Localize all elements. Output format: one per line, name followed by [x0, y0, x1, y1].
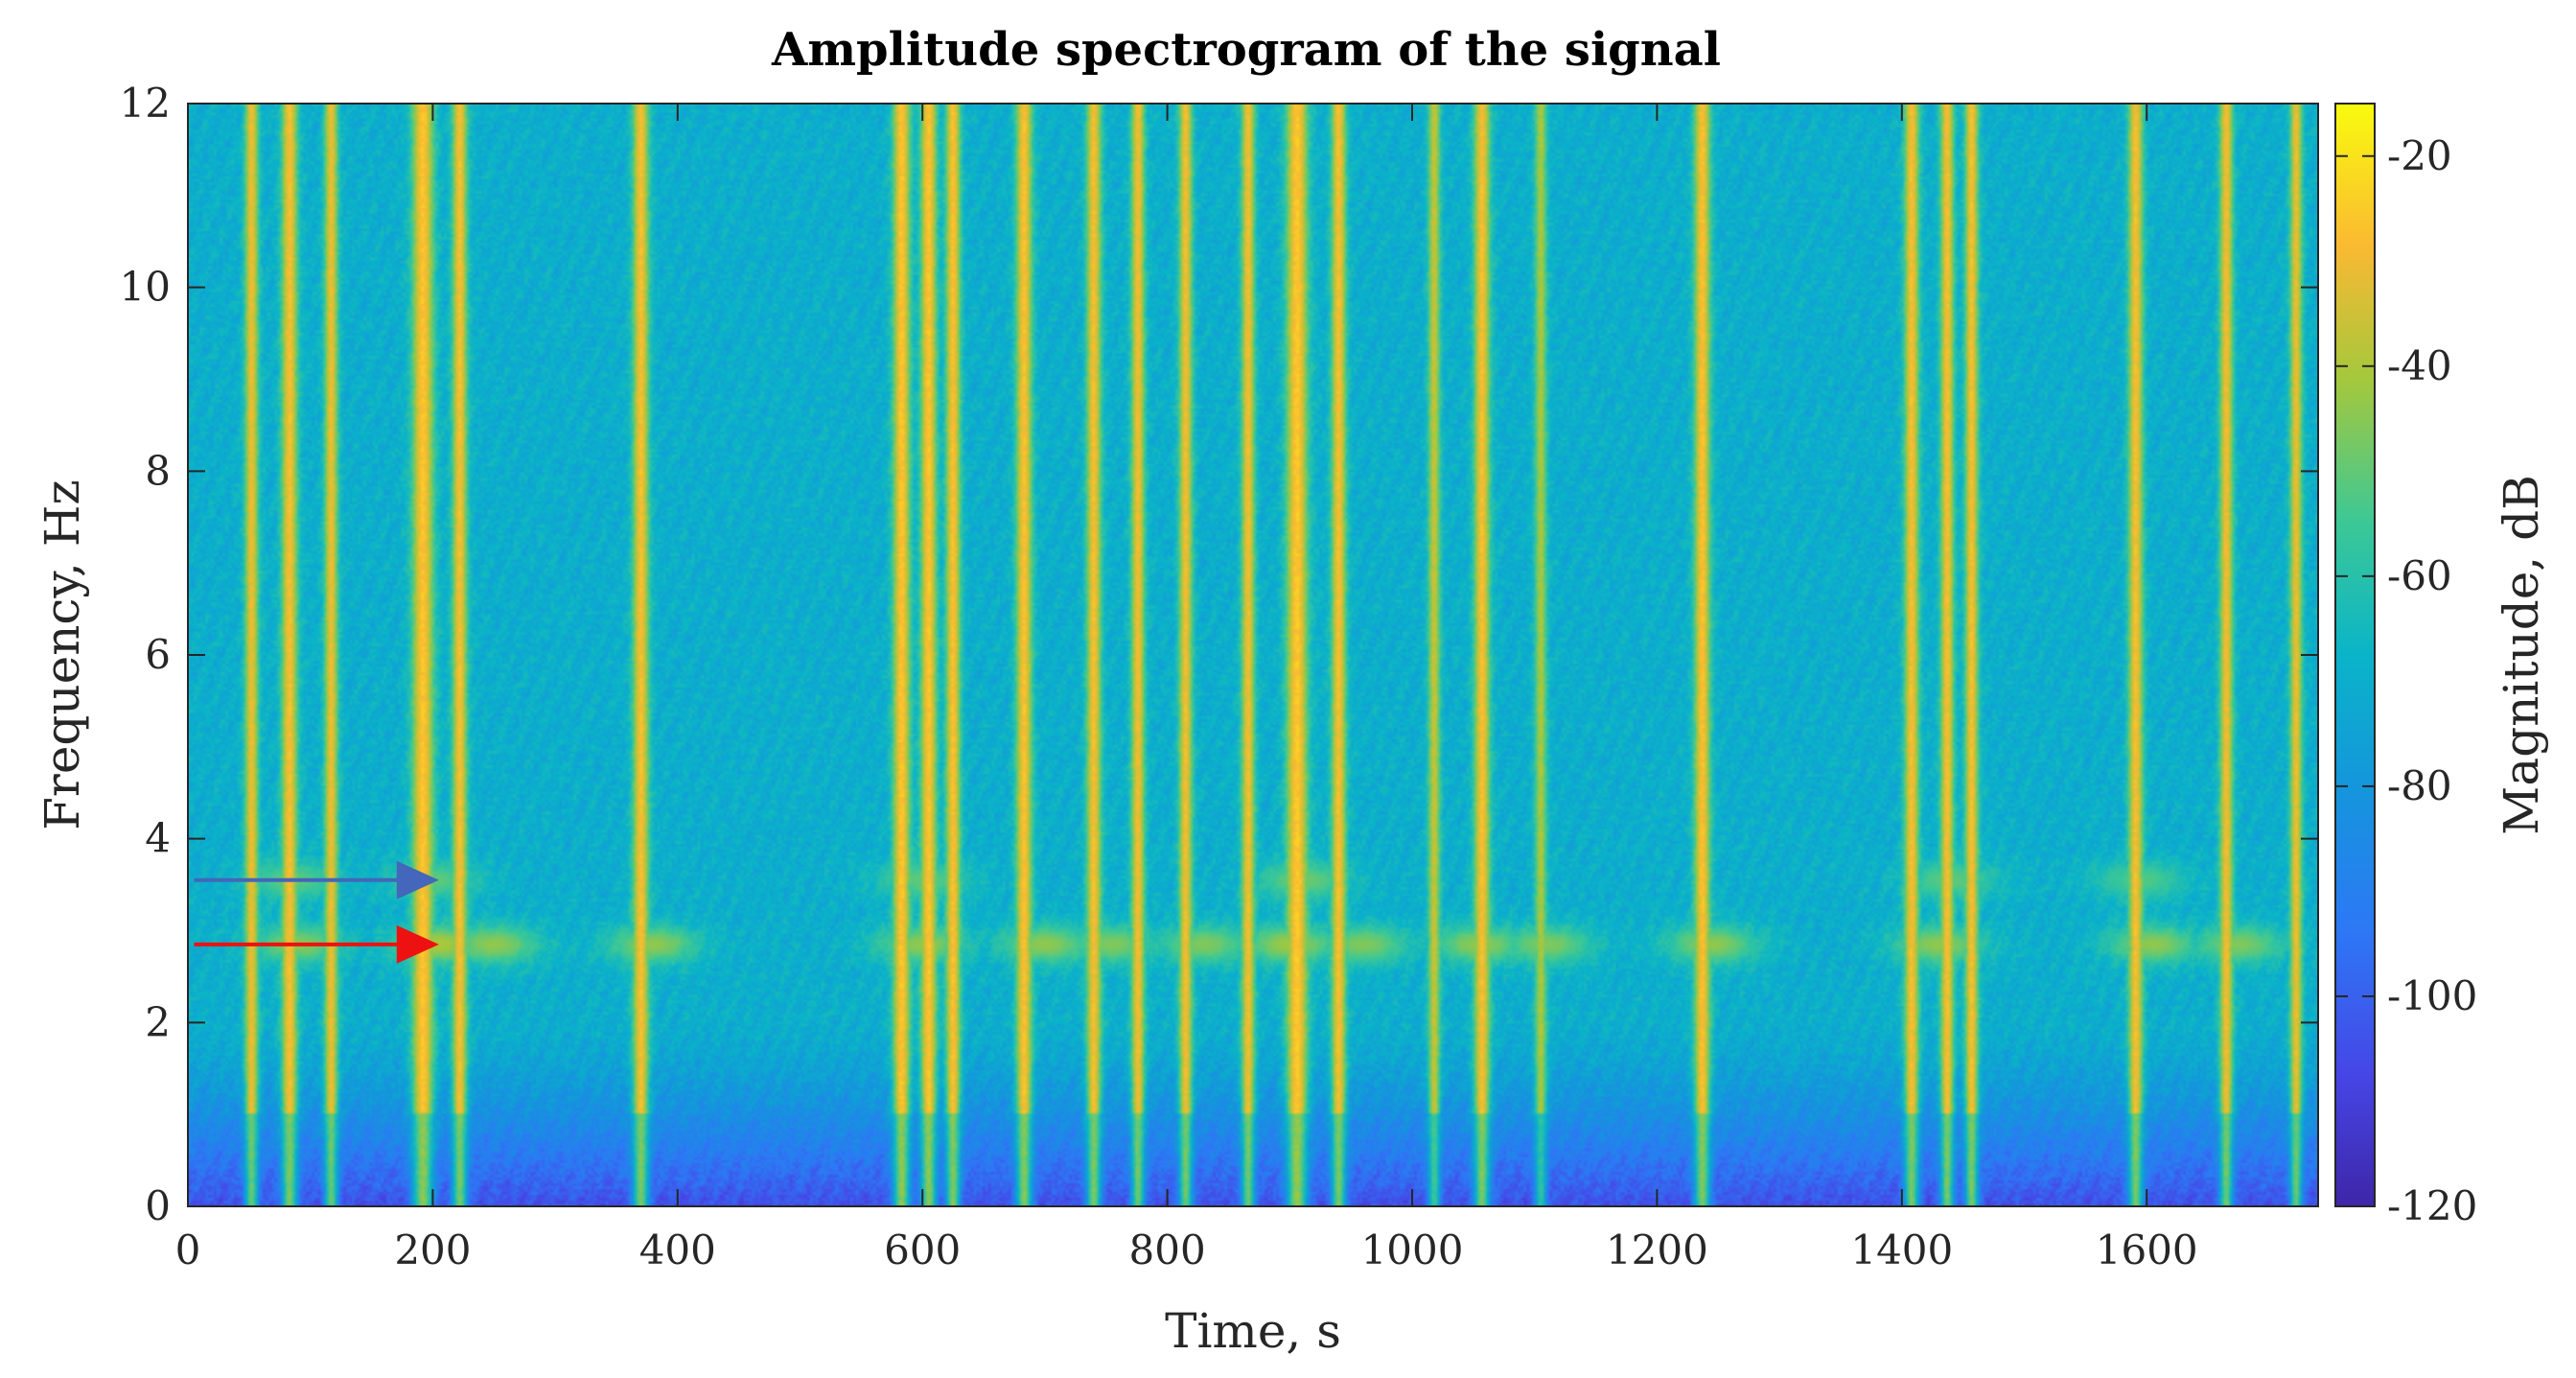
colorbar-gradient	[2335, 104, 2375, 1206]
x-tick-label: 400	[639, 1226, 716, 1273]
x-tick-label: 1200	[1606, 1226, 1708, 1273]
y-tick-label: 6	[145, 631, 171, 678]
y-axis: 0 2 4 6 8 10 12	[120, 80, 2318, 1229]
annotation-arrow	[194, 860, 439, 899]
y-tick-label: 8	[145, 447, 171, 494]
chart-title: Amplitude spectrogram of the signal	[771, 23, 1721, 77]
annotation-arrow	[194, 924, 439, 964]
colorbar-ticks: -20 -40 -60 -80 -100 -120	[2335, 132, 2477, 1229]
colorbar-tick-label: -120	[2387, 1182, 2477, 1229]
colorbar: -20 -40 -60 -80 -100 -120	[2334, 103, 2477, 1229]
y-tick-label: 12	[120, 80, 171, 127]
colorbar-tick-label: -20	[2387, 132, 2452, 179]
x-tick-label: 200	[394, 1226, 471, 1273]
x-tick-label: 800	[1129, 1226, 1206, 1273]
annotation-arrow-head	[396, 860, 439, 899]
x-tick-label: 1600	[2096, 1226, 2198, 1273]
x-axis: 0 200 400 600 800 1000 1200 1400 1600	[175, 104, 2198, 1273]
colorbar-tick-label: -100	[2387, 972, 2477, 1019]
y-tick-label: 4	[145, 815, 171, 862]
spectrogram-heatmap	[188, 104, 2318, 1206]
colorbar-tick-label: -40	[2387, 342, 2452, 389]
x-tick-label: 1000	[1361, 1226, 1464, 1273]
y-tick-label: 10	[120, 264, 171, 311]
colorbar-tick-label: -60	[2387, 552, 2452, 599]
y-axis-label: Frequency, Hz	[35, 479, 90, 830]
annotation-arrow-head	[396, 924, 439, 964]
x-tick-label: 1400	[1850, 1226, 1953, 1273]
spectrogram-plot-area	[187, 103, 2319, 1207]
y-tick-label: 0	[145, 1182, 171, 1229]
y-tick-label: 2	[145, 998, 171, 1045]
annotation-layer	[194, 860, 439, 964]
x-tick-label: 600	[884, 1226, 961, 1273]
x-axis-label: Time, s	[1165, 1303, 1341, 1359]
colorbar-tick-label: -80	[2387, 762, 2452, 809]
colorbar-label: Magnitude, dB	[2494, 475, 2549, 835]
x-tick-label: 0	[175, 1226, 201, 1273]
colorbar-frame	[2334, 103, 2376, 1207]
